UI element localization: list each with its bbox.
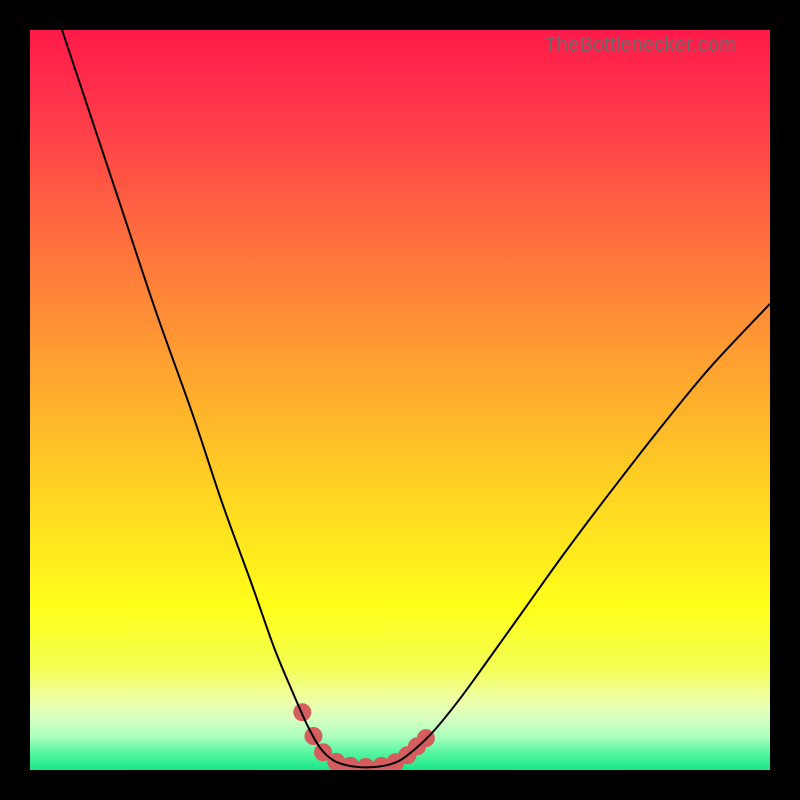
chart-frame: TheBottlenecker.com xyxy=(0,0,800,800)
gradient-background xyxy=(30,30,770,770)
bottleneck-curve-chart xyxy=(30,30,770,770)
watermark-label: TheBottlenecker.com xyxy=(544,34,736,57)
